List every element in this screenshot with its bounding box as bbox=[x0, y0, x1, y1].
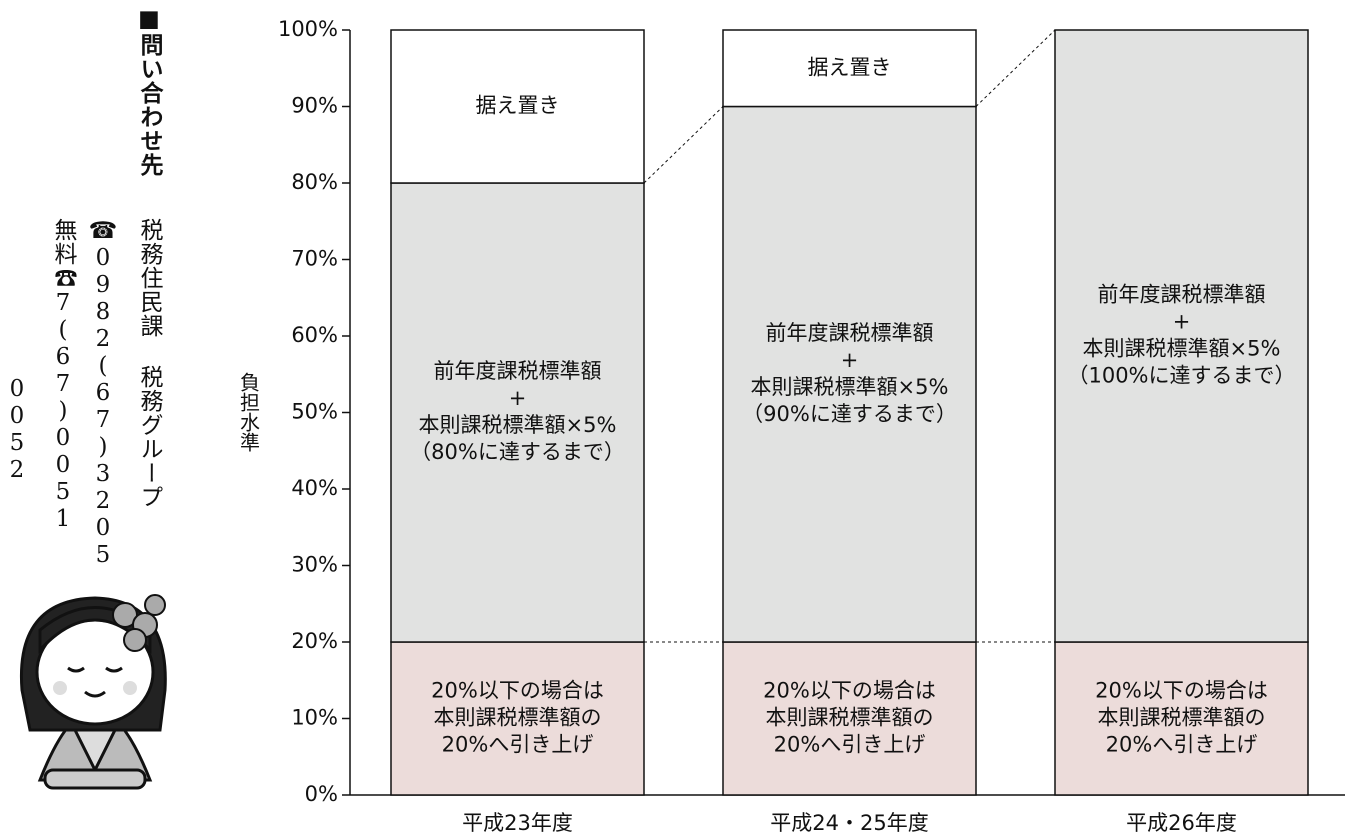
segment-label: + bbox=[841, 348, 859, 372]
segment-label: 本則課税標準額×5% bbox=[1083, 337, 1281, 361]
segment-label: 本則課税標準額の bbox=[766, 706, 934, 730]
segment-label: 本則課税標準額の bbox=[1098, 706, 1266, 730]
y-tick-label: 60% bbox=[291, 323, 338, 347]
y-axis-label: 負担水準 bbox=[237, 372, 261, 452]
segment-label: 20%へ引き上げ bbox=[442, 733, 594, 757]
segment-label: 20%へ引き上げ bbox=[1106, 733, 1258, 757]
connector bbox=[644, 107, 723, 184]
connector bbox=[976, 30, 1055, 107]
segment-label: 前年度課税標準額 bbox=[434, 359, 602, 383]
y-tick-label: 100% bbox=[278, 17, 338, 41]
segment-label: 本則課税標準額×5% bbox=[751, 375, 949, 399]
y-tick-label: 10% bbox=[291, 706, 338, 730]
segment-label: 前年度課税標準額 bbox=[1098, 283, 1266, 307]
x-tick-label: 平成26年度 bbox=[1126, 811, 1237, 835]
y-tick-label: 0% bbox=[305, 782, 338, 806]
y-tick-label: 50% bbox=[291, 400, 338, 424]
segment-label: （90%に達するまで） bbox=[742, 402, 957, 426]
chart: 0% 10% 20% 30% 40% 50% 60% 70% 80% 90% 100% 負担水準 20%… bbox=[0, 0, 1352, 836]
x-tick-label: 平成24・25年度 bbox=[770, 811, 928, 835]
y-tick-label: 40% bbox=[291, 476, 338, 500]
y-tick-label: 20% bbox=[291, 629, 338, 653]
segment-label: + bbox=[509, 386, 527, 410]
segment-label: 20%へ引き上げ bbox=[774, 733, 926, 757]
segment-label: 本則課税標準額の bbox=[434, 706, 602, 730]
y-tick-label: 80% bbox=[291, 170, 338, 194]
segment-label: 本則課税標準額×5% bbox=[419, 413, 617, 437]
segment-label: （100%に達するまで） bbox=[1067, 364, 1295, 388]
y-tick-label: 90% bbox=[291, 94, 338, 118]
segment-label: 20%以下の場合は bbox=[431, 679, 604, 703]
x-tick-label: 平成23年度 bbox=[462, 811, 573, 835]
segment-label: （80%に達するまで） bbox=[410, 440, 625, 464]
page: ■問い合わせ先 税務住民課 税務グループ ☎0982(67)3205 無料☎7(… bbox=[0, 0, 1352, 836]
mascot bbox=[21, 595, 165, 788]
segment-label: 20%以下の場合は bbox=[1095, 679, 1268, 703]
segment-label: 据え置き bbox=[808, 55, 892, 79]
y-tick-label: 30% bbox=[291, 553, 338, 577]
segment-label: + bbox=[1173, 310, 1191, 334]
segment-label: 20%以下の場合は bbox=[763, 679, 936, 703]
segment-label: 据え置き bbox=[476, 94, 560, 118]
segment-label: 前年度課税標準額 bbox=[766, 321, 934, 345]
y-tick-label: 70% bbox=[291, 247, 338, 271]
